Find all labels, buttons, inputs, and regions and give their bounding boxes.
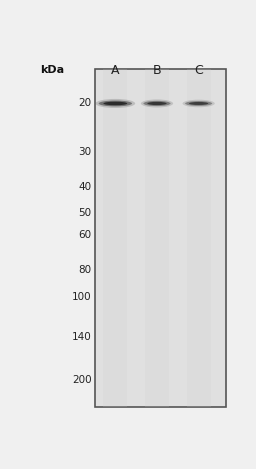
Ellipse shape bbox=[99, 100, 132, 106]
Text: 50: 50 bbox=[78, 208, 92, 219]
Text: 20: 20 bbox=[78, 98, 92, 108]
Ellipse shape bbox=[103, 102, 127, 105]
Text: 40: 40 bbox=[78, 182, 92, 192]
Text: 140: 140 bbox=[72, 332, 92, 342]
Bar bbox=[103, 69, 127, 407]
Ellipse shape bbox=[189, 102, 208, 105]
Bar bbox=[145, 69, 169, 407]
Bar bbox=[95, 69, 226, 407]
Ellipse shape bbox=[147, 102, 167, 105]
Text: C: C bbox=[194, 64, 203, 77]
Text: A: A bbox=[111, 64, 120, 77]
Text: kDa: kDa bbox=[40, 65, 64, 76]
Text: 100: 100 bbox=[72, 292, 92, 302]
Ellipse shape bbox=[183, 100, 215, 107]
Text: 80: 80 bbox=[78, 265, 92, 275]
Text: B: B bbox=[153, 64, 161, 77]
Ellipse shape bbox=[95, 99, 135, 108]
Text: 60: 60 bbox=[78, 230, 92, 240]
Ellipse shape bbox=[143, 101, 170, 106]
Bar bbox=[187, 69, 210, 407]
Ellipse shape bbox=[185, 101, 212, 106]
Text: 200: 200 bbox=[72, 375, 92, 385]
Text: 30: 30 bbox=[78, 147, 92, 157]
Ellipse shape bbox=[141, 99, 173, 107]
